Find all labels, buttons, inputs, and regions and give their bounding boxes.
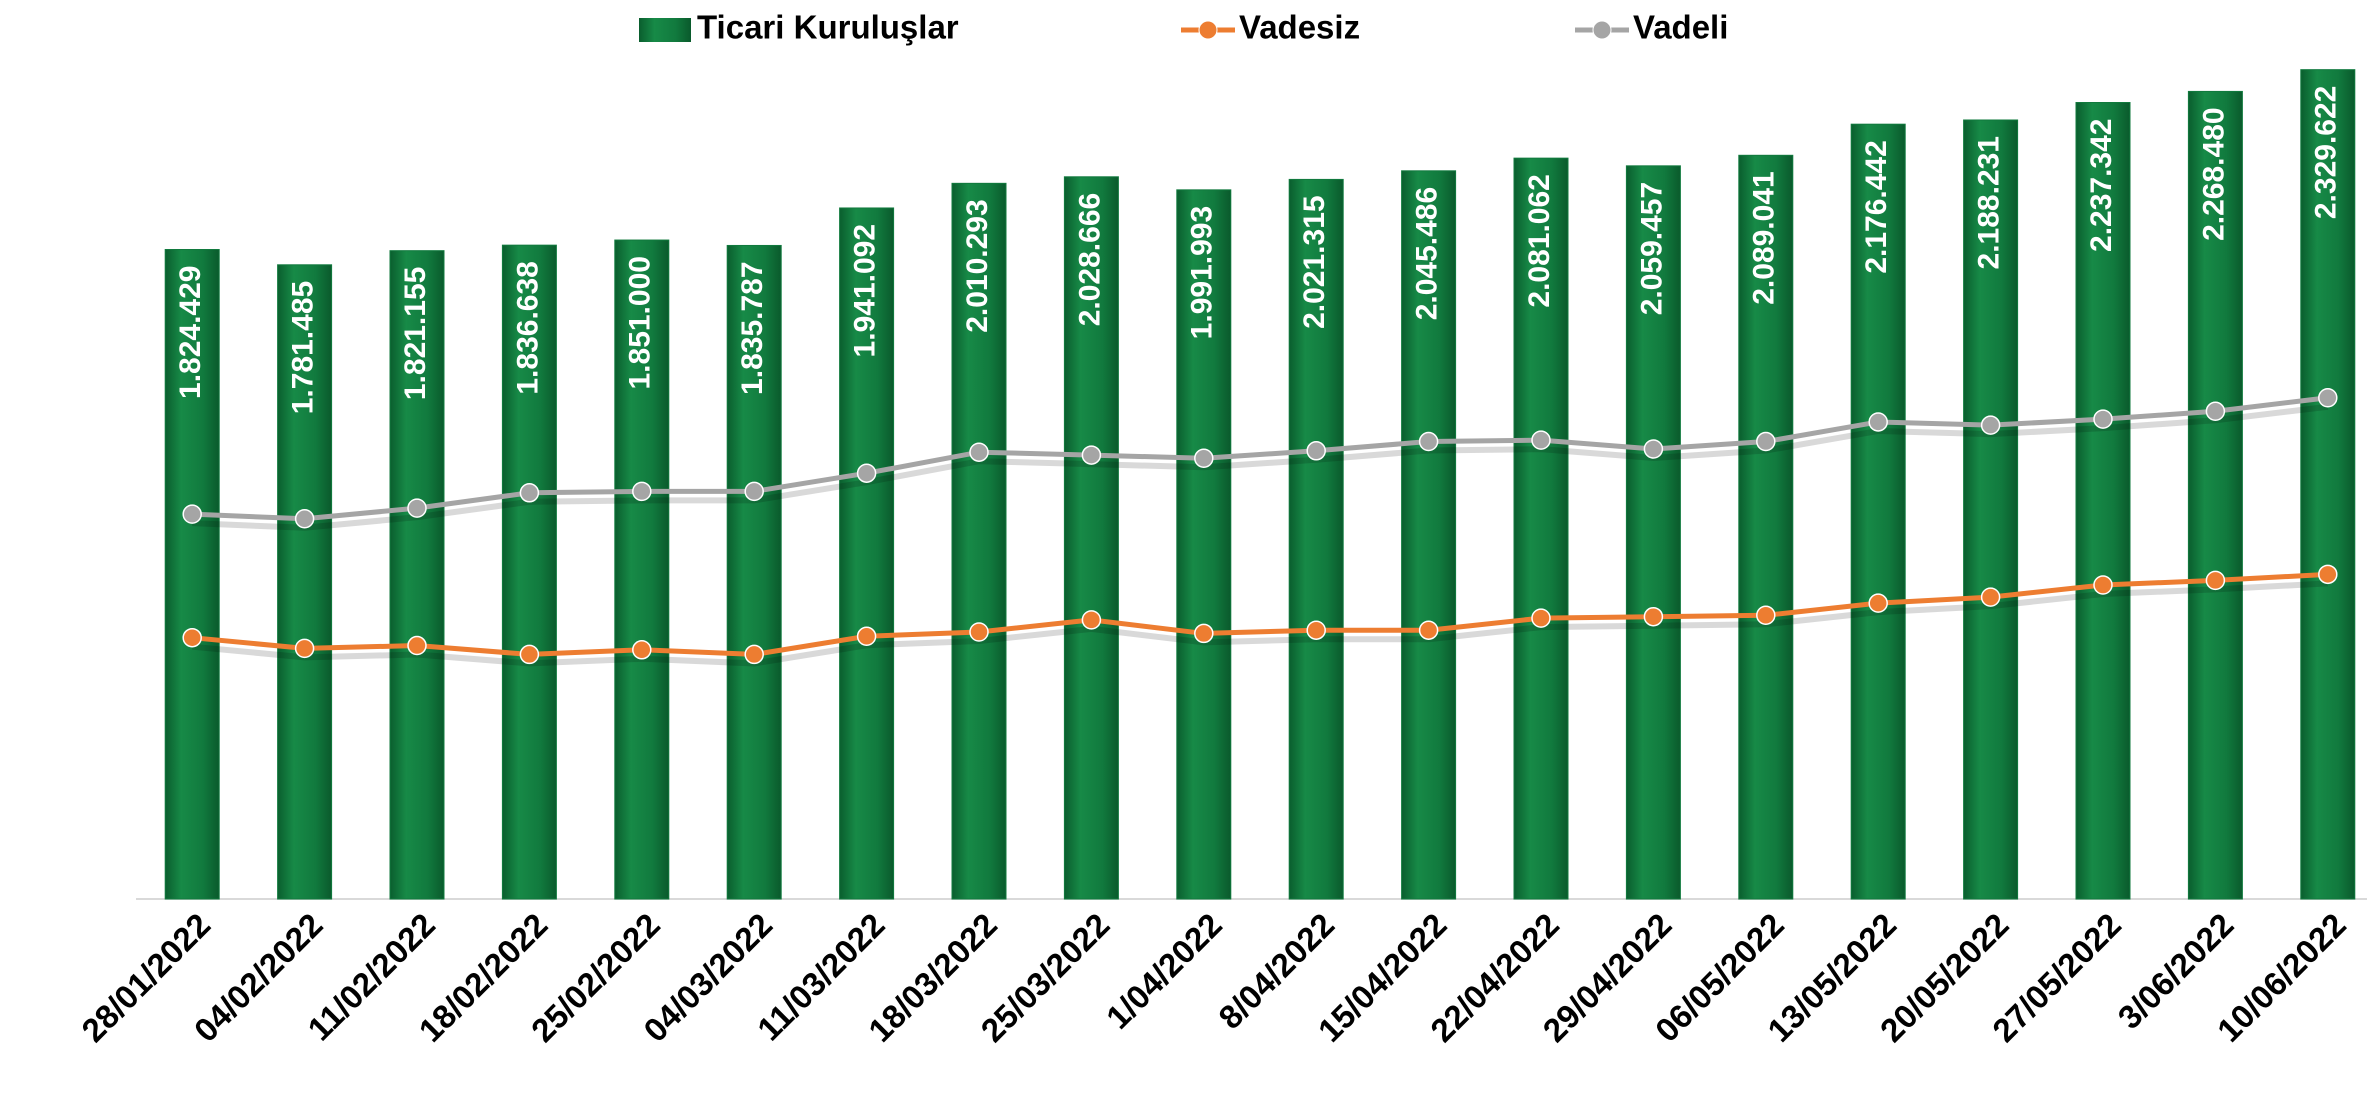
line-marker	[1418, 620, 1439, 640]
bar-value-label: 2.329.622	[2310, 86, 2343, 219]
line-marker	[1868, 593, 1888, 613]
line-marker	[1531, 608, 1551, 628]
bar	[2300, 69, 2356, 900]
bar	[1738, 154, 1794, 900]
legend-marker	[1592, 20, 1612, 40]
line-marker	[1868, 412, 1888, 432]
line-shadow	[191, 580, 2328, 667]
line-marker	[1980, 587, 2001, 607]
bar-value-label: 1.851.000	[624, 256, 657, 389]
bar-value-label: 1.941.092	[849, 224, 882, 357]
bar	[277, 264, 333, 900]
line-shadow	[192, 403, 2329, 531]
bar-value-label: 2.237.342	[2085, 119, 2118, 252]
bar-value-label: 2.021.315	[1298, 195, 1331, 328]
line-marker	[856, 626, 877, 647]
legend-label: Vadesiz	[1239, 9, 1360, 46]
bar-value-label: 1.991.993	[1186, 206, 1219, 339]
bar	[839, 207, 895, 900]
line-marker	[2093, 409, 2113, 429]
line-marker	[1306, 620, 1326, 640]
bar	[1963, 119, 2019, 900]
bar-value-label: 1.781.485	[287, 281, 320, 414]
bar-value-label: 2.089.041	[1748, 171, 1781, 304]
line-marker	[1194, 623, 1214, 644]
bar	[1063, 176, 1119, 900]
line	[192, 395, 2329, 522]
bar	[1850, 123, 1906, 900]
line-marker	[2093, 575, 2113, 595]
line-marker	[2205, 401, 2226, 422]
bar-value-label: 2.081.062	[1523, 174, 1556, 307]
bar	[164, 249, 220, 900]
bar	[501, 244, 557, 900]
line-marker	[1643, 439, 1664, 459]
line-marker	[1756, 605, 1776, 626]
line	[191, 571, 2328, 657]
bar	[1288, 178, 1344, 900]
bar	[614, 239, 670, 900]
bar-value-label: 2.045.486	[1411, 187, 1444, 320]
line-marker	[294, 638, 315, 659]
bar	[951, 182, 1007, 900]
line-marker	[519, 644, 540, 665]
bar	[1176, 189, 1232, 900]
line-marker	[1306, 441, 1326, 461]
legend-label: Ticari Kuruluşlar	[697, 9, 959, 46]
line-marker	[2318, 388, 2338, 408]
line-marker	[744, 644, 764, 665]
legend-swatch	[639, 18, 691, 42]
bar-value-label: 2.028.666	[1073, 193, 1106, 326]
bar-value-label: 1.824.429	[174, 266, 207, 399]
line-marker	[407, 498, 427, 518]
line-marker	[2205, 570, 2226, 591]
line-marker	[2318, 564, 2338, 585]
line-marker	[1194, 448, 1214, 469]
line-marker	[969, 442, 989, 462]
bar	[389, 250, 445, 900]
line-marker	[519, 483, 540, 503]
bar-value-label: 2.176.442	[1860, 140, 1893, 273]
bar-value-label: 2.059.457	[1635, 182, 1668, 315]
line-marker	[182, 504, 202, 524]
line-marker	[294, 509, 315, 529]
bar-value-label: 2.010.293	[961, 199, 994, 332]
line-marker	[1756, 431, 1776, 452]
bar	[2187, 90, 2243, 900]
line-marker	[182, 627, 202, 648]
line-marker	[1418, 431, 1439, 452]
x-tick-label: 1/04/2022	[1099, 906, 1229, 1036]
line-marker	[856, 463, 877, 483]
bar	[1625, 165, 1681, 900]
line-marker	[969, 622, 989, 642]
bar-value-label: 2.268.480	[2197, 107, 2230, 240]
line-marker	[1081, 445, 1102, 465]
line-marker	[632, 640, 652, 660]
bar	[1513, 157, 1569, 900]
bar-value-label: 1.836.638	[511, 261, 544, 394]
line-marker	[407, 635, 427, 656]
line-marker	[1643, 606, 1664, 627]
bar	[2075, 102, 2131, 900]
bar	[726, 244, 782, 900]
bar-value-label: 1.835.787	[736, 261, 769, 394]
bar	[1401, 170, 1457, 900]
line-marker	[1980, 415, 2001, 435]
bar-value-label: 2.188.231	[1973, 136, 2006, 269]
line-marker	[1531, 430, 1551, 450]
line-marker	[1081, 610, 1102, 630]
line-marker	[632, 481, 652, 502]
legend-label: Vadeli	[1633, 9, 1728, 46]
legend-marker	[1198, 20, 1218, 40]
bar-value-label: 1.821.155	[399, 267, 432, 400]
line-marker	[744, 481, 764, 502]
